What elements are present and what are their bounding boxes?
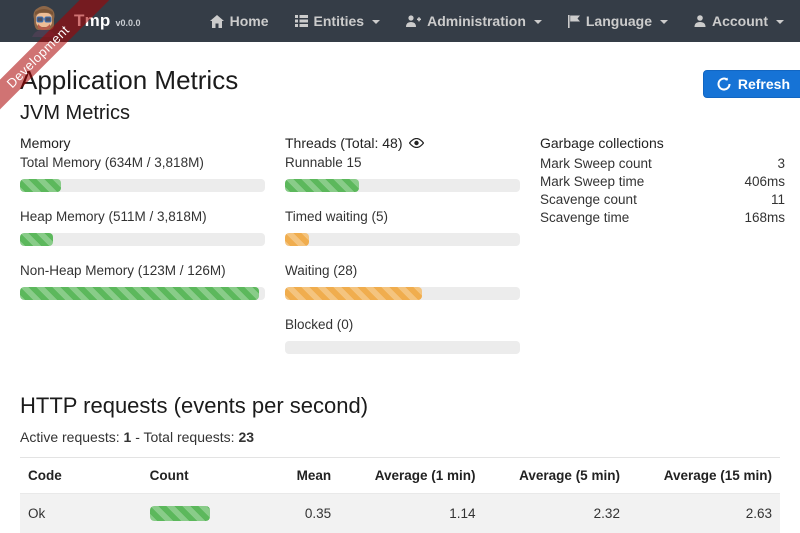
flag-icon [567, 14, 580, 28]
gc-header: Garbage collections [540, 135, 785, 151]
app-version: v0.0.0 [115, 18, 141, 28]
cell-mean: 0.35 [304, 505, 332, 521]
cell-count [142, 493, 248, 533]
nav-item-home[interactable]: Home [209, 13, 269, 29]
summary-separator: - [135, 428, 140, 445]
nav-label: Account [712, 13, 768, 29]
progress-fill [285, 232, 310, 246]
user-icon [694, 15, 706, 27]
col-header-count: Count [141, 456, 248, 494]
progress-fill [20, 232, 53, 246]
gc-row: Mark Sweep time 406ms [540, 173, 785, 191]
nav-label: Entities [313, 13, 365, 29]
gc-column: Garbage collections Mark Sweep count 3 M… [540, 135, 785, 371]
col-header-avg5: Average (5 min) [483, 456, 628, 494]
metric-label: Waiting (28) [285, 262, 358, 278]
metric-label: Heap Memory (511M / 3,818M) [20, 208, 207, 224]
progress-track [20, 178, 265, 192]
cell-avg15: 2.63 [745, 505, 772, 521]
gc-value: 406ms [744, 173, 785, 189]
refresh-icon [717, 77, 731, 91]
active-requests-value: 1 [123, 428, 132, 445]
chevron-down-icon [660, 20, 668, 24]
progress-fill [285, 178, 359, 192]
navbar: Tmp v0.0.0 Home Entities [0, 0, 800, 42]
gc-row: Scavenge count 11 [540, 191, 785, 209]
table-header-row: Code Count Mean Average (1 min) Average … [20, 456, 780, 494]
threads-header: Threads (Total: 48) [285, 135, 520, 151]
table-row: Ok 0.35 1.14 2.32 2.63 [20, 493, 780, 533]
total-requests-value: 23 [238, 428, 255, 445]
progress-fill [20, 286, 260, 300]
progress-track [285, 178, 520, 192]
progress-track [20, 286, 265, 300]
jhipster-mascot-logo [30, 5, 58, 37]
gc-value: 168ms [744, 209, 785, 225]
chevron-down-icon [776, 20, 784, 24]
list-icon [294, 15, 308, 27]
progress-track [20, 232, 265, 246]
user-plus-icon [406, 15, 422, 27]
nav-label: Language [585, 13, 652, 29]
cell-avg1: 1.14 [449, 505, 476, 521]
chevron-down-icon [372, 20, 381, 24]
nav-item-administration[interactable]: Administration [406, 13, 542, 29]
progress-track [285, 286, 520, 300]
metric-label: Timed waiting (5) [285, 208, 389, 224]
gc-label: Scavenge count [540, 191, 637, 207]
eye-icon[interactable] [408, 137, 424, 148]
home-icon [209, 14, 224, 28]
count-bar-fill [149, 505, 210, 521]
brand-link[interactable]: Tmp v0.0.0 [30, 5, 141, 37]
memory-title: Memory [20, 134, 71, 151]
http-requests-summary: Active requests: 1 - Total requests: 23 [20, 429, 780, 445]
refresh-button[interactable]: Refresh [702, 70, 800, 98]
refresh-label: Refresh [737, 76, 790, 92]
total-requests-label: Total requests: [143, 428, 235, 445]
gc-row: Scavenge time 168ms [540, 209, 785, 227]
page-title: Application Metrics [20, 65, 239, 95]
progress-fill [20, 178, 61, 192]
metric-label: Non-Heap Memory (123M / 126M) [20, 262, 226, 278]
gc-title: Garbage collections [540, 134, 664, 151]
http-requests-title: HTTP requests (events per second) [20, 392, 369, 418]
http-requests-table: Code Count Mean Average (1 min) Average … [20, 456, 780, 533]
jvm-metrics-title: JVM Metrics [20, 101, 130, 124]
gc-label: Mark Sweep count [540, 155, 652, 171]
nav-item-account[interactable]: Account [694, 13, 784, 29]
nav-item-language[interactable]: Language [567, 13, 668, 29]
app-name: Tmp [74, 11, 111, 30]
metric-label: Total Memory (634M / 3,818M) [20, 154, 204, 170]
gc-label: Scavenge time [540, 209, 630, 225]
main-content: Application Metrics Refresh JVM Metrics … [0, 65, 800, 533]
progress-fill [285, 286, 422, 300]
threads-column: Threads (Total: 48) Runnable 15 Timed wa… [285, 135, 520, 371]
col-header-avg15: Average (15 min) [627, 456, 780, 494]
count-bar-track [149, 505, 210, 521]
nav-menu: Home Entities Administration [209, 13, 784, 29]
gc-row: Mark Sweep count 3 [540, 155, 785, 173]
gc-value: 11 [770, 191, 785, 207]
progress-track [285, 340, 520, 354]
active-requests-label: Active requests: [20, 428, 120, 445]
nav-label: Administration [427, 13, 526, 29]
nav-item-entities[interactable]: Entities [294, 13, 381, 29]
gc-value: 3 [777, 155, 785, 171]
cell-code: Ok [28, 505, 46, 521]
cell-avg5: 2.32 [593, 505, 620, 521]
jvm-metrics-grid: Memory Total Memory (634M / 3,818M) Heap… [20, 135, 785, 371]
progress-track [285, 232, 520, 246]
col-header-code: Code [20, 456, 142, 494]
metric-label: Blocked (0) [285, 316, 354, 332]
memory-column: Memory Total Memory (634M / 3,818M) Heap… [20, 135, 265, 371]
metric-label: Runnable 15 [285, 154, 362, 170]
col-header-avg1: Average (1 min) [339, 456, 484, 494]
memory-header: Memory [20, 135, 265, 151]
chevron-down-icon [533, 20, 542, 24]
nav-label: Home [229, 13, 269, 29]
gc-label: Mark Sweep time [540, 173, 645, 189]
threads-title: Threads (Total: 48) [285, 134, 403, 151]
col-header-mean: Mean [247, 456, 340, 494]
